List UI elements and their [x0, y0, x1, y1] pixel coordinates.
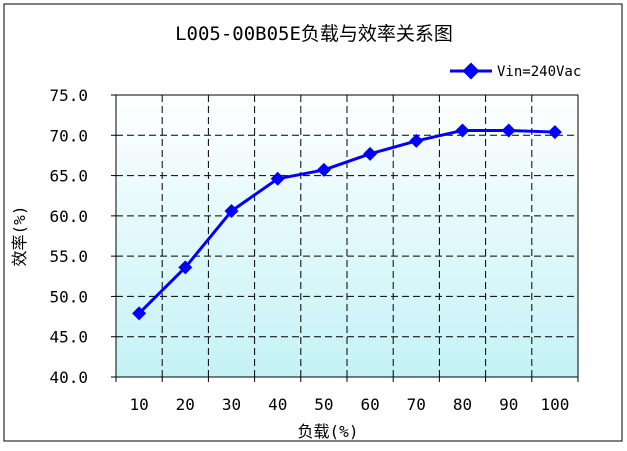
x-tick-label: 60	[360, 395, 379, 414]
y-tick-label: 75.0	[49, 86, 88, 105]
y-tick-label: 40.0	[49, 368, 88, 387]
y-tick-label: 55.0	[49, 247, 88, 266]
x-tick-label: 90	[499, 395, 518, 414]
legend-label: Vin=240Vac	[497, 64, 581, 80]
x-tick-label: 70	[407, 395, 426, 414]
x-tick-label: 80	[453, 395, 472, 414]
y-tick-label: 45.0	[49, 328, 88, 347]
x-tick-label: 50	[314, 395, 333, 414]
x-tick-label: 40	[268, 395, 287, 414]
x-axis-label: 负载(%)	[298, 422, 359, 441]
x-tick-label: 10	[129, 395, 148, 414]
x-tick-label: 30	[222, 395, 241, 414]
chart-title: L005-00B05E负载与效率关系图	[175, 23, 453, 45]
x-tick-label: 20	[176, 395, 195, 414]
y-tick-label: 65.0	[49, 167, 88, 186]
y-tick-label: 60.0	[49, 207, 88, 226]
y-tick-label: 70.0	[49, 126, 88, 145]
x-tick-label: 100	[540, 395, 569, 414]
y-tick-label: 50.0	[49, 287, 88, 306]
legend: Vin=240Vac	[450, 63, 581, 80]
y-axis-label: 效率(%)	[10, 206, 29, 267]
